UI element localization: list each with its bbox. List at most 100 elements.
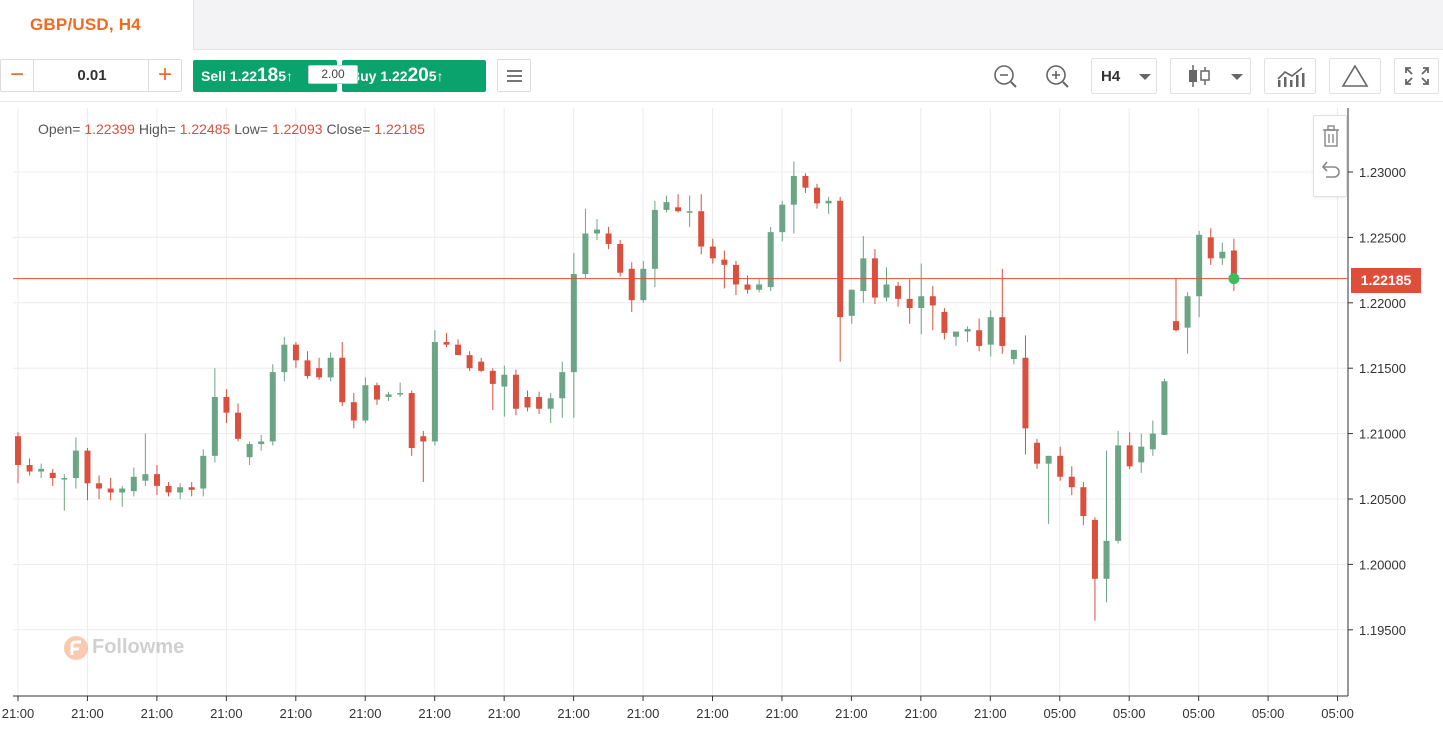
candle [107,478,114,501]
candle [698,194,705,255]
candle [501,365,508,417]
candle-body [744,284,751,290]
tab-gbpusd[interactable]: GBP/USD, H4 [0,0,194,50]
candlestick-chart[interactable]: 1.19500 1.20000 1.20500 1.21000 1.21500 1.220… [0,102,1443,731]
candle-body [1149,433,1156,450]
trash-icon[interactable] [1314,116,1348,156]
indicators-button[interactable] [1264,58,1316,94]
zoom-in-button[interactable] [1042,58,1074,94]
candle [1034,438,1041,469]
candle-body [339,357,346,403]
candle [848,289,855,324]
candle [177,483,184,499]
x-tick-label: 21:00 [835,706,868,721]
candle [918,263,925,335]
menu-icon-bar [507,80,522,82]
candle-body [1115,445,1122,541]
candle-body [49,472,56,479]
chart-grid [13,108,1348,696]
candle-body [512,374,519,409]
candle [38,463,45,479]
x-tick-label: 21:00 [349,706,382,721]
candle [999,268,1006,354]
candle-body [1068,476,1075,488]
candle [1126,432,1133,469]
watermark-text: Followme [92,636,185,658]
candle [860,236,867,303]
chart-axes: 1.19500 1.20000 1.20500 1.21000 1.21500 1.220… [2,108,1406,721]
candle-body [617,243,624,273]
candle [929,285,936,331]
candle-body [489,370,496,384]
candle-body [732,264,739,285]
candle-body [327,357,334,378]
timeframe-select[interactable]: H4 [1091,58,1157,94]
candle-body [779,204,786,233]
candle [362,377,369,424]
x-tick-label: 05:00 [1043,706,1076,721]
candle [732,260,739,295]
candle [489,368,496,411]
fullscreen-button[interactable] [1394,58,1439,94]
candle [1115,430,1122,544]
menu-button[interactable] [497,59,531,92]
x-tick-label: 21:00 [141,706,174,721]
candle-body [96,483,103,489]
candle-body [952,331,959,337]
candle [96,475,103,499]
candle-body [594,229,600,234]
drawing-tools-button[interactable] [1329,58,1381,94]
chart-type-select[interactable] [1170,58,1251,94]
candle [15,432,21,484]
x-tick-label: 21:00 [696,706,729,721]
candle [1219,242,1226,265]
candle [952,331,959,346]
candle-body [814,187,821,204]
buy-button[interactable]: Buy 1.22205↑ [342,60,486,92]
x-tick-label: 21:00 [905,706,938,721]
candle [478,357,485,373]
candle [640,260,647,303]
zoom-out-button[interactable] [990,58,1022,94]
chevron-down-icon [1231,74,1243,80]
candle-body [709,246,716,259]
candle-body [837,200,844,318]
lot-increase-button[interactable]: + [148,60,181,91]
low-value: 1.22093 [271,121,323,137]
sell-price-main: 1.22 [229,68,258,84]
low-label: Low= [234,121,269,137]
candle-body [281,344,288,373]
lot-decrease-button[interactable]: − [1,60,34,91]
candle-body [188,487,195,490]
candle-body [107,488,114,493]
candle-body [802,175,809,188]
candle-body [559,372,566,399]
candle-body [292,344,299,361]
candle-body [38,468,45,472]
candle-body [72,450,79,479]
candle-body [1022,357,1029,429]
candle [258,434,265,451]
candle-body [825,200,832,204]
current-price-tag: 1.22185 [1351,268,1421,293]
chevron-down-icon [1139,74,1151,80]
candle-body [235,412,242,439]
candle-body [362,385,369,421]
candle [211,368,218,463]
candle-body [1219,251,1226,259]
candle [304,351,311,379]
candle-body [1184,296,1191,328]
candle-body [686,211,693,213]
candle [709,238,716,264]
candle [524,390,531,412]
candle [26,458,33,476]
candle [1068,466,1075,496]
candle-body [906,298,913,309]
sell-price-pips: 18 [257,65,279,86]
candle-body [1138,446,1145,463]
lot-size-input[interactable] [35,60,149,91]
candle-body [605,233,612,244]
undo-icon[interactable] [1314,156,1348,196]
candle [142,433,149,486]
x-tick-label: 05:00 [1182,706,1215,721]
